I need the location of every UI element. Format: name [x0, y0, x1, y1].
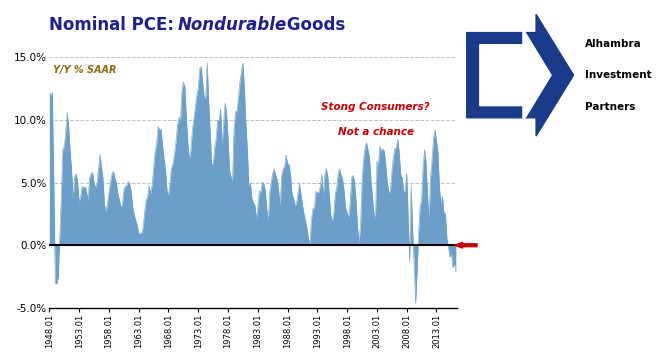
- Text: Nominal PCE:: Nominal PCE:: [49, 16, 180, 34]
- Polygon shape: [467, 14, 574, 136]
- Text: Alhambra: Alhambra: [585, 39, 642, 49]
- Text: Investment: Investment: [585, 70, 651, 80]
- Text: Not a chance: Not a chance: [338, 127, 414, 137]
- Text: Goods: Goods: [281, 16, 345, 34]
- Text: Stong Consumers?: Stong Consumers?: [321, 102, 430, 112]
- Text: Partners: Partners: [585, 102, 635, 112]
- Text: Y/Y % SAAR: Y/Y % SAAR: [53, 65, 117, 75]
- Polygon shape: [480, 29, 551, 121]
- Text: Nondurable: Nondurable: [178, 16, 287, 34]
